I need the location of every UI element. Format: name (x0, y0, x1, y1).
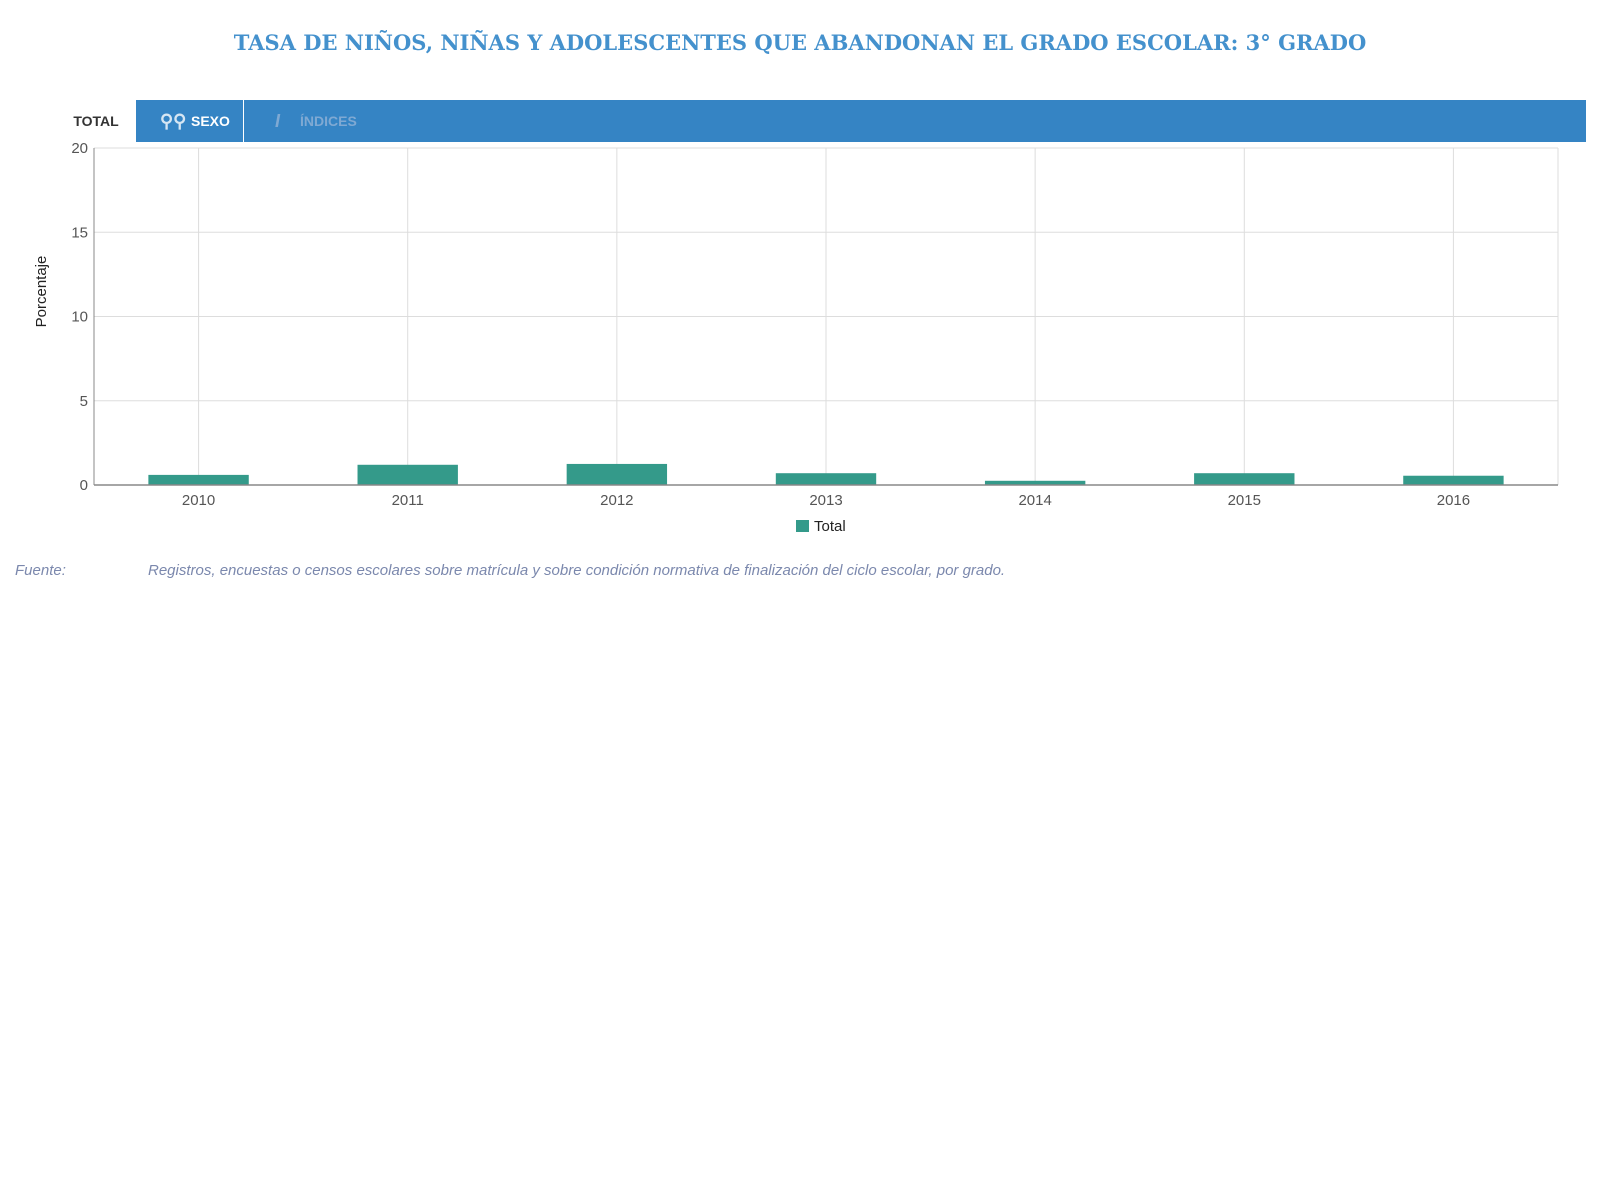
bar (1403, 475, 1504, 485)
gender-icon: ⚲⚲ (160, 111, 187, 131)
y-tick-label: 15 (71, 224, 88, 241)
y-tick-label: 5 (80, 393, 88, 410)
index-icon: I (275, 111, 281, 131)
x-tick-label: 2016 (1437, 492, 1470, 509)
x-tick-label: 2010 (182, 492, 215, 509)
y-tick-label: 20 (71, 140, 88, 157)
bar (775, 473, 877, 485)
legend-label: Total (814, 518, 846, 535)
bar (148, 474, 249, 485)
bar (984, 480, 1086, 485)
x-tick-label: 2014 (1018, 492, 1051, 509)
page-title: TASA DE NIÑOS, NIÑAS Y ADOLESCENTES QUE … (233, 30, 1367, 55)
tab-indices-label: ÍNDICES (300, 113, 357, 129)
y-axis-title: Porcentaje (33, 256, 50, 328)
source-label: Fuente: (15, 562, 66, 579)
x-tick-label: 2011 (392, 492, 424, 509)
tab-total-label: TOTAL (73, 113, 119, 129)
bar (357, 464, 458, 485)
x-tick-label: 2015 (1228, 492, 1261, 509)
bar (1194, 473, 1295, 485)
y-tick-label: 0 (80, 477, 88, 494)
x-tick-label: 2013 (809, 492, 842, 509)
source-text: Registros, encuestas o censos escolares … (148, 562, 1006, 579)
bar-chart: 0 5 10 15 20 2010 2011 2012 2013 2014 2015 2016 Porc… (33, 140, 1559, 535)
x-tick-label: 2012 (600, 492, 633, 509)
y-tick-label: 10 (71, 309, 88, 326)
tab-sexo-label: SEXO (191, 113, 230, 129)
tab-sexo[interactable]: ⚲⚲ SEXO (136, 100, 244, 142)
tab-group: ⚲⚲ SEXO I ÍNDICES (136, 100, 1586, 142)
bar (566, 463, 668, 485)
tab-total[interactable]: TOTAL (56, 100, 136, 142)
tab-indices[interactable]: I ÍNDICES (245, 100, 385, 142)
legend-swatch (796, 520, 809, 532)
tab-bar: TOTAL ⚲⚲ SEXO I ÍNDICES (56, 100, 1586, 142)
